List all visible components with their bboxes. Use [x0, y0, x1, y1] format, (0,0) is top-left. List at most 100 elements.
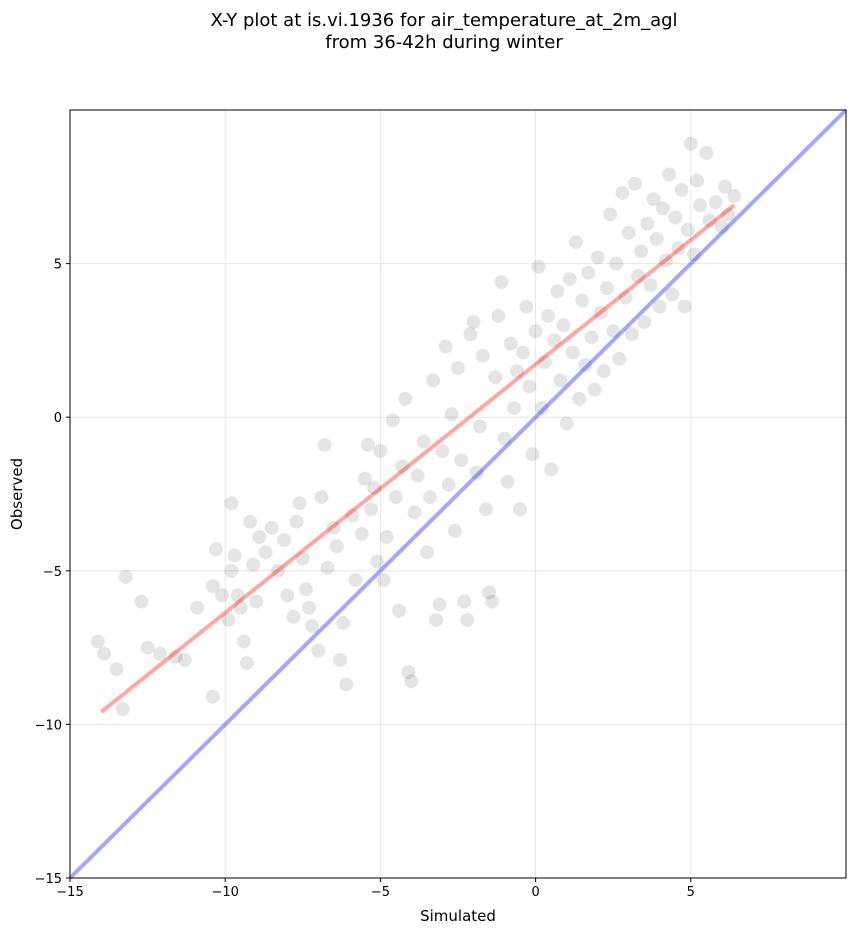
data-point — [333, 652, 348, 667]
data-point — [451, 361, 465, 376]
data-point — [475, 348, 490, 363]
data-point — [258, 545, 273, 560]
data-point — [522, 379, 537, 394]
data-point — [643, 278, 658, 293]
data-point — [655, 201, 670, 216]
data-point — [572, 391, 587, 406]
y-axis-ticks: −15 −10 −5 0 5 — [35, 258, 70, 887]
data-point — [277, 533, 292, 548]
data-point — [612, 351, 627, 366]
y-tick-label: 5 — [54, 258, 62, 273]
data-point — [485, 594, 500, 609]
data-point — [395, 459, 410, 474]
data-point — [603, 207, 618, 222]
data-point — [516, 345, 531, 360]
data-point — [190, 600, 205, 615]
x-tick-label: −10 — [211, 885, 238, 900]
data-point — [646, 192, 661, 207]
data-point — [392, 603, 407, 618]
data-point — [423, 490, 438, 505]
data-point — [606, 324, 621, 339]
plot-frame — [69, 109, 847, 879]
data-point — [401, 665, 416, 680]
data-point — [444, 407, 459, 422]
data-point — [419, 545, 434, 560]
data-point — [702, 213, 717, 228]
data-point — [575, 293, 590, 308]
data-point — [441, 477, 456, 492]
data-point — [671, 241, 686, 256]
data-point — [224, 496, 239, 511]
data-point — [429, 612, 444, 627]
data-point — [463, 327, 478, 342]
data-point — [721, 207, 736, 222]
data-point — [519, 299, 534, 314]
data-point — [97, 646, 112, 661]
data-point — [305, 619, 320, 634]
chart-title-line-1: X-Y plot at is.vi.1936 for air_temperatu… — [210, 10, 677, 31]
data-point — [398, 391, 413, 406]
data-point — [472, 419, 487, 434]
data-point — [457, 594, 472, 609]
identity-line — [68, 108, 848, 880]
x-tick-label: −5 — [371, 885, 390, 900]
data-point — [631, 268, 646, 283]
data-point — [432, 597, 447, 612]
data-point — [416, 434, 431, 449]
chart-title-line-2: from 36-42h during winter — [325, 32, 563, 53]
data-point — [270, 563, 285, 578]
data-point — [596, 364, 611, 379]
data-point — [708, 195, 723, 210]
reference-lines — [68, 108, 848, 880]
data-point — [568, 235, 583, 250]
data-point — [680, 222, 695, 237]
data-point — [550, 284, 565, 299]
data-point — [454, 453, 469, 468]
data-point — [497, 431, 512, 446]
data-point — [224, 563, 239, 578]
data-point — [503, 336, 518, 351]
data-point — [528, 324, 543, 339]
data-point — [140, 640, 155, 655]
data-point — [693, 198, 708, 213]
data-point — [652, 299, 667, 314]
x-axis-label: Simulated — [420, 907, 496, 925]
data-point — [717, 179, 732, 194]
data-point — [246, 557, 261, 572]
data-point — [302, 600, 317, 615]
data-point — [460, 612, 475, 627]
y-tick-label: −15 — [35, 872, 62, 887]
data-point — [637, 314, 652, 329]
data-point — [221, 612, 236, 627]
data-point — [373, 443, 388, 458]
data-point — [320, 560, 335, 575]
data-point — [317, 437, 332, 452]
data-point — [662, 167, 677, 182]
data-point — [469, 465, 484, 480]
data-point — [466, 314, 481, 329]
data-point — [447, 523, 462, 538]
data-point — [690, 173, 705, 188]
x-tick-label: 0 — [531, 885, 539, 900]
data-point — [109, 662, 124, 677]
data-point — [584, 330, 599, 345]
data-point — [615, 185, 630, 200]
data-point — [686, 247, 701, 262]
data-point — [379, 530, 394, 545]
data-point — [727, 189, 742, 204]
data-point — [658, 253, 673, 268]
data-point — [531, 259, 546, 274]
data-point — [90, 634, 105, 649]
data-point — [410, 468, 425, 483]
data-point — [252, 530, 267, 545]
y-axis-label: Observed — [8, 458, 26, 530]
data-point — [494, 275, 509, 290]
data-point — [280, 588, 295, 603]
data-point — [336, 616, 351, 631]
data-point — [168, 649, 183, 664]
data-point — [665, 287, 680, 302]
data-point — [227, 548, 242, 563]
data-point — [634, 244, 649, 259]
data-point — [627, 176, 642, 191]
data-point — [367, 480, 382, 495]
